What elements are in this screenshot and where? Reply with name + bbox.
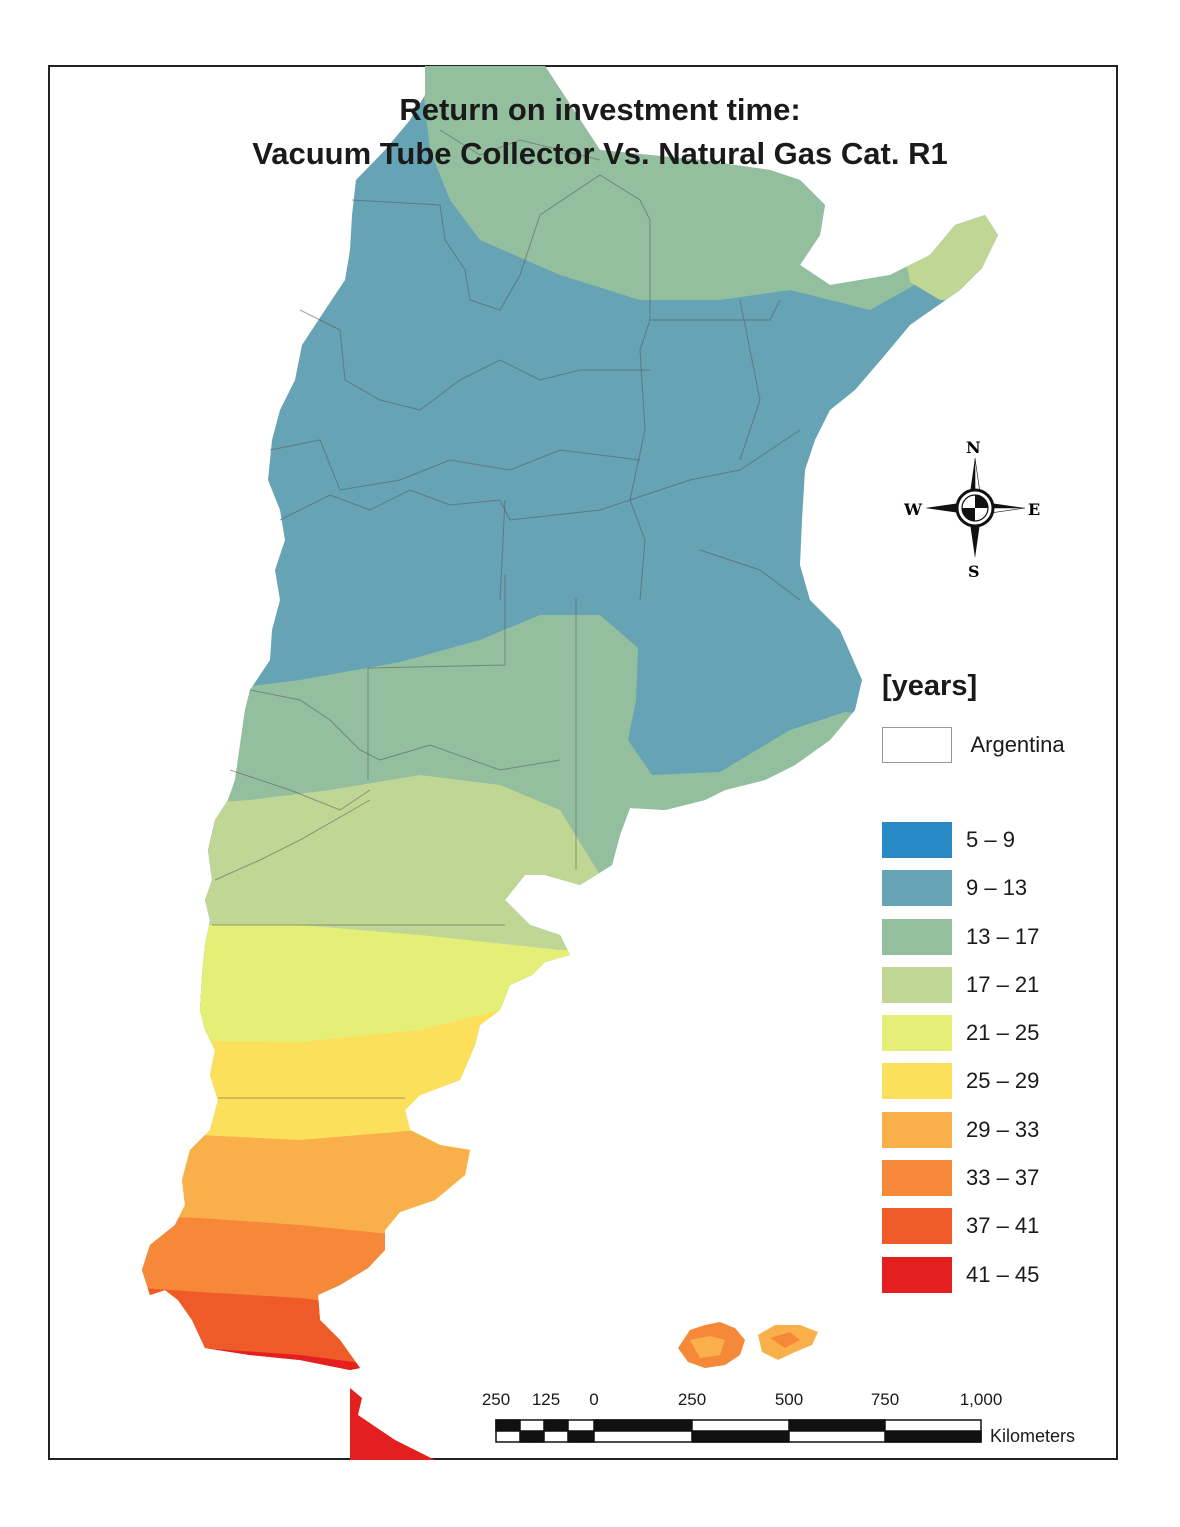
- legend-swatch: [882, 918, 952, 955]
- scale-tick-label: 0: [589, 1390, 599, 1409]
- legend-label: 41 – 45: [966, 1261, 1040, 1287]
- legend-swatch: [882, 1208, 952, 1245]
- legend-label: 9 – 13: [966, 875, 1028, 901]
- scale-tick-label: 250: [481, 1390, 511, 1409]
- scale-tick-label: 125: [531, 1390, 561, 1409]
- falkland-islands: [678, 1322, 818, 1368]
- compass-south-label: S: [968, 562, 980, 581]
- zone-4145: [142, 1345, 998, 1370]
- legend-label: 21 – 25: [966, 1020, 1040, 1046]
- legend-label: 5 – 9: [966, 827, 1015, 852]
- legend-swatch: [882, 1111, 952, 1148]
- legend-label: 37 – 41: [966, 1213, 1040, 1239]
- legend-label: 33 – 37: [966, 1165, 1040, 1191]
- legend-swatch: [882, 966, 952, 1003]
- zone-1721: [900, 205, 998, 300]
- legend-country-label: Argentina: [970, 732, 1065, 757]
- tierra-del-fuego: [350, 1388, 435, 1460]
- compass-north-label: N: [966, 438, 981, 457]
- legend-item: 41 – 45: [882, 1256, 1040, 1305]
- map-title-line1: Return on investment time:: [399, 92, 801, 127]
- legend-label: 29 – 33: [966, 1116, 1040, 1142]
- legend-swatch: [882, 822, 952, 858]
- scale-tick-label: 500: [774, 1390, 804, 1409]
- map-title: Return on investment time: Vacuum Tube C…: [100, 88, 1100, 176]
- legend-swatch: [882, 1256, 952, 1293]
- legend-label: 13 – 17: [966, 923, 1040, 949]
- legend-item: 9 – 13: [882, 870, 1039, 918]
- legend-item: 17 – 21: [882, 966, 1040, 1015]
- scale-bar: [495, 1419, 982, 1443]
- legend-item: 25 – 29: [882, 1063, 1039, 1111]
- legend-item: 29 – 33: [882, 1111, 1040, 1160]
- map-title-line2: Vacuum Tube Collector Vs. Natural Gas Ca…: [252, 136, 948, 171]
- legend-swatch: [882, 1015, 952, 1052]
- province-borders: [212, 129, 801, 1099]
- scale-tick-label: 1,000: [959, 1390, 1003, 1409]
- legend-country-swatch: [882, 727, 952, 763]
- legend-classes: 5 – 9 9 – 13 13 – 17 17 – 21 21 – 25 25 …: [882, 822, 1039, 1305]
- legend-swatch: [882, 1160, 952, 1197]
- legend-item: 37 – 41: [882, 1208, 1039, 1256]
- legend-label: 17 – 21: [966, 971, 1040, 997]
- scale-tick-label: 250: [677, 1390, 707, 1409]
- compass-east-label: E: [1028, 500, 1041, 519]
- legend-label: 25 – 29: [966, 1068, 1040, 1094]
- legend-item: 13 – 17: [882, 918, 1040, 967]
- scale-unit-label: Kilometers: [990, 1426, 1076, 1446]
- scale-tick-label: 750: [870, 1390, 900, 1409]
- compass-rose-icon: [925, 457, 1026, 558]
- legend-swatch: [882, 1063, 952, 1100]
- compass-west-label: W: [904, 500, 922, 519]
- legend-swatch: [882, 870, 952, 907]
- legend-item: 33 – 37: [882, 1160, 1039, 1208]
- legend-item: 5 – 9: [882, 822, 1039, 870]
- legend-heading: [years]: [882, 670, 978, 702]
- legend-item: 21 – 25: [882, 1015, 1039, 1063]
- legend-country-entry: Argentina: [882, 727, 1065, 763]
